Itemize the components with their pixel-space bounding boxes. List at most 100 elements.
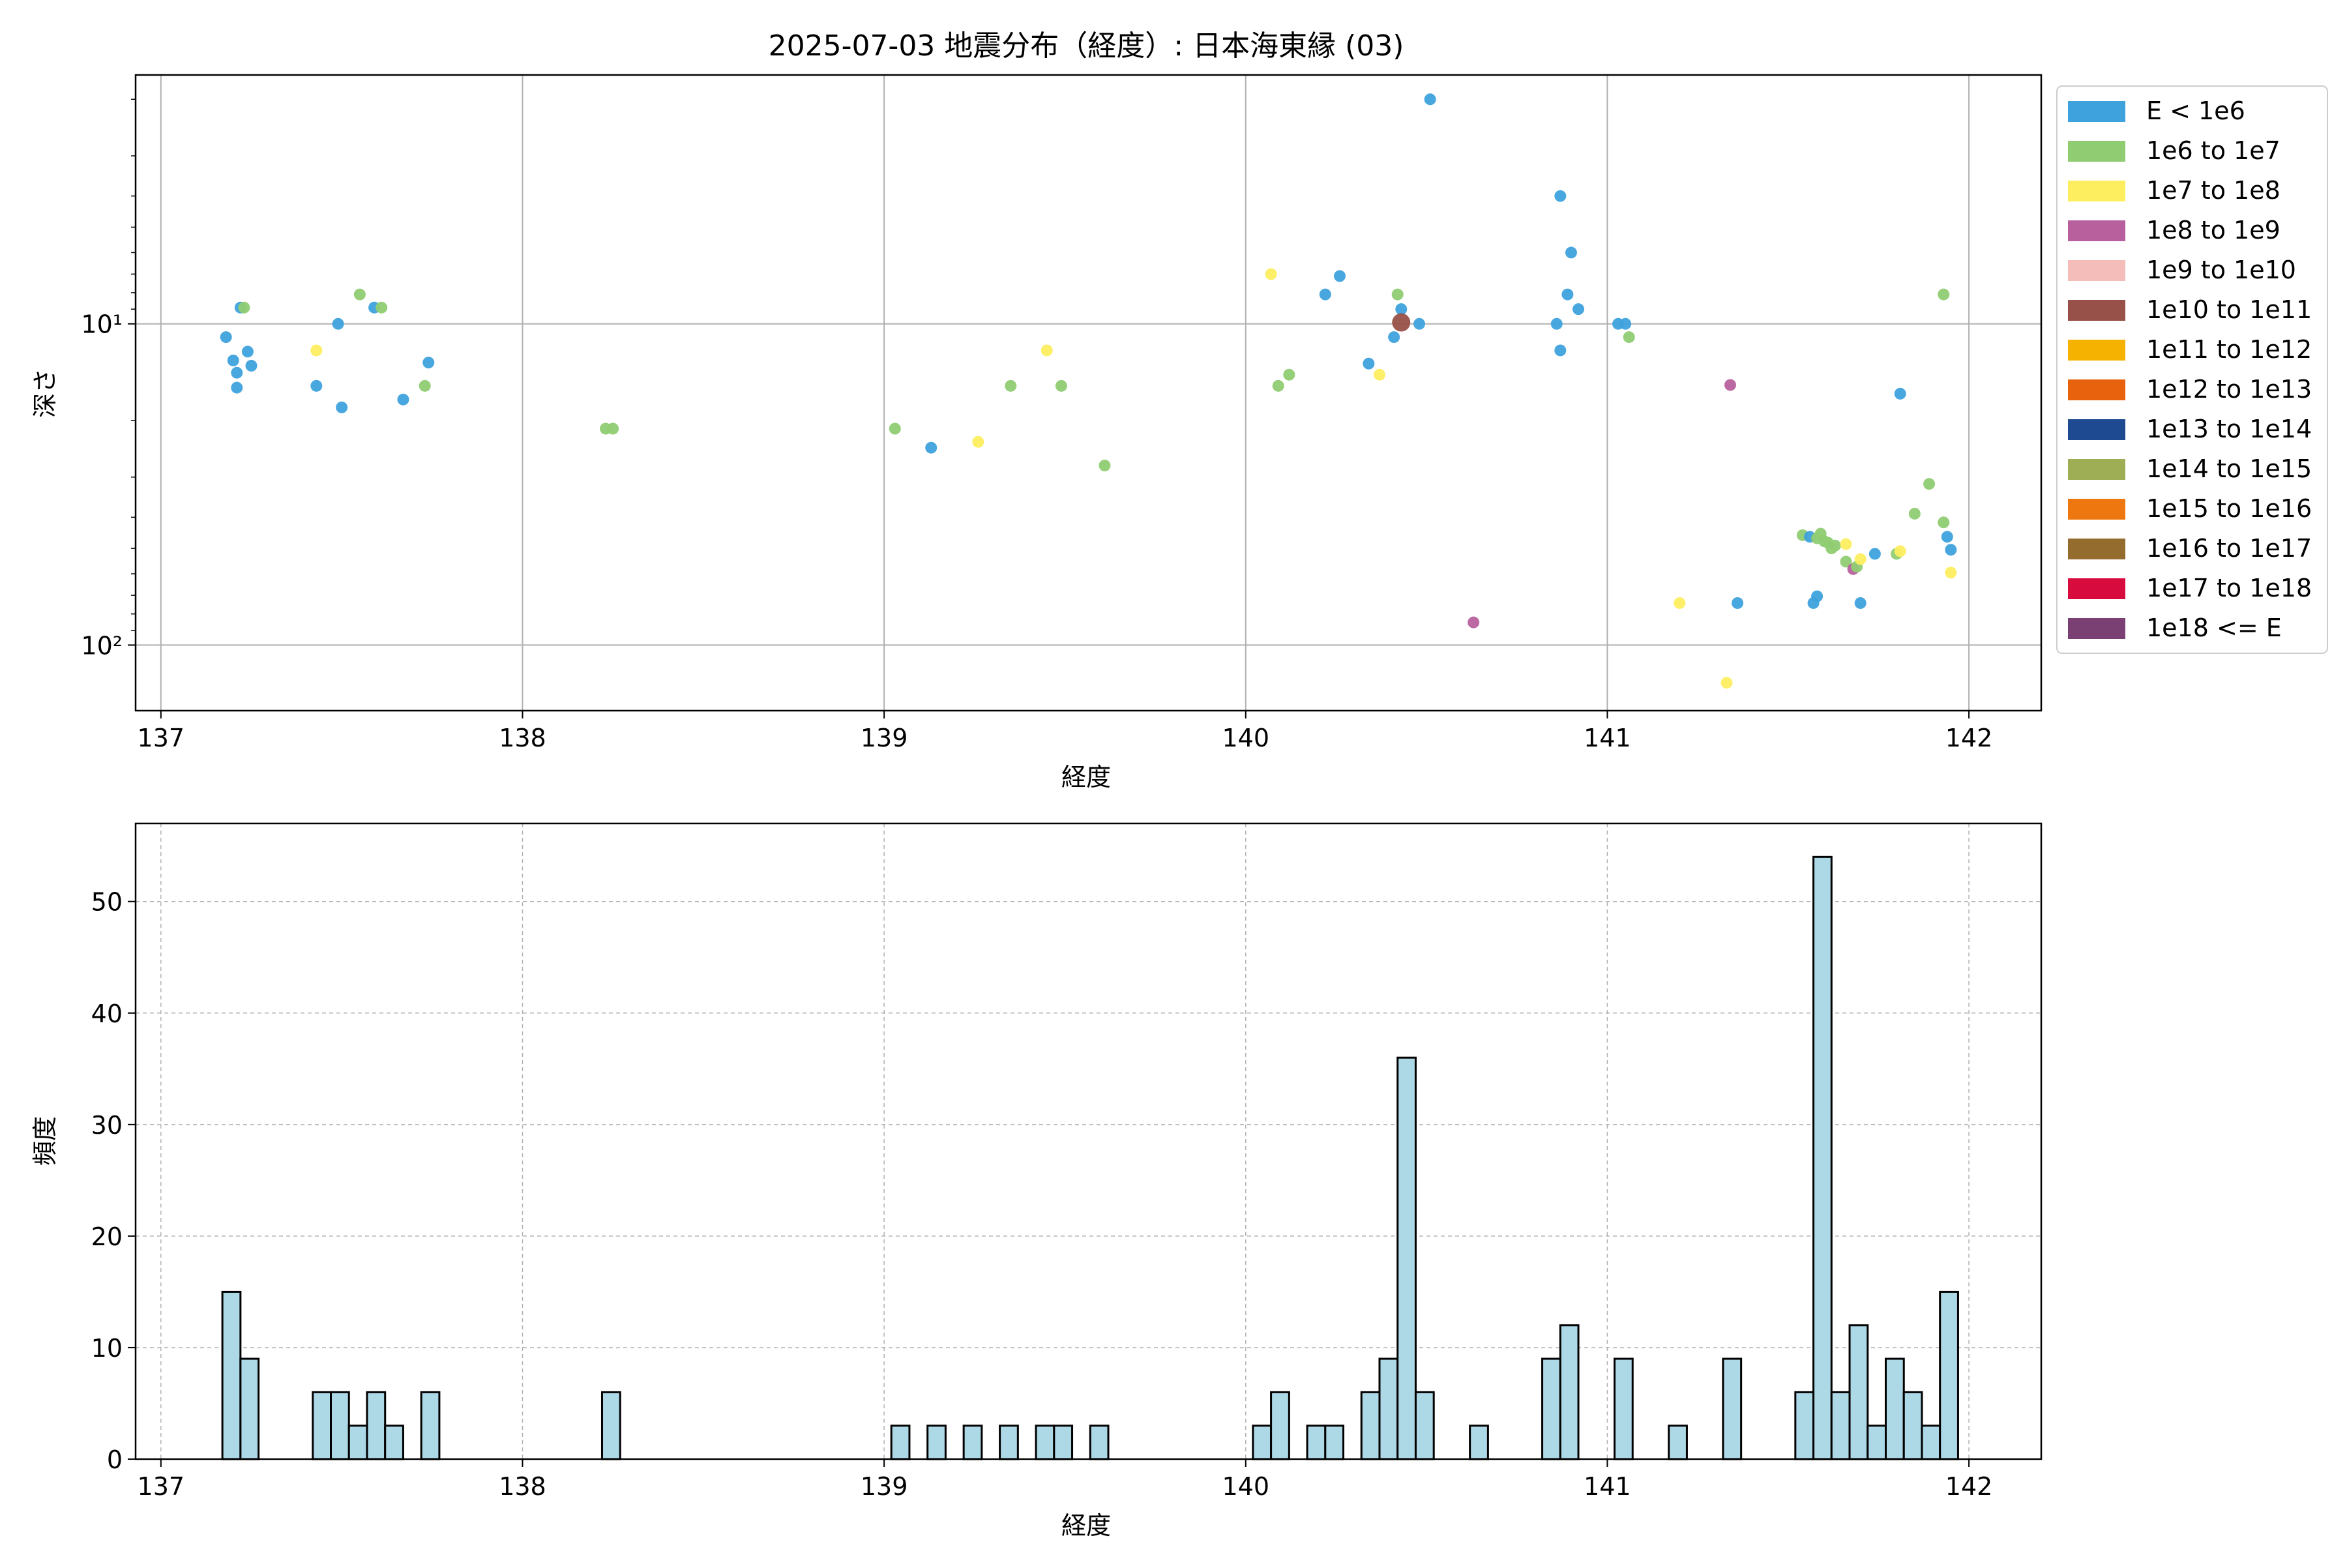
- histogram-bar: [1668, 1425, 1688, 1460]
- legend-label: 1e18 <= E: [2146, 614, 2282, 642]
- histogram-x-tick-label: 141: [1584, 1472, 1631, 1501]
- scatter-point: [1894, 545, 1906, 557]
- scatter-point: [1388, 331, 1400, 344]
- scatter-x-ticks: 137 138 139 140 141 142: [138, 711, 1992, 752]
- histogram-bar: [420, 1391, 441, 1460]
- scatter-point: [1554, 190, 1567, 202]
- scatter-point: [422, 357, 435, 369]
- legend-swatch: [2068, 260, 2125, 281]
- histogram-y-tick-label: 40: [91, 999, 123, 1028]
- histogram-bar: [1053, 1425, 1074, 1460]
- legend-label: 1e15 to 1e16: [2146, 494, 2312, 523]
- scatter-point: [1572, 303, 1585, 316]
- scatter-point: [231, 366, 243, 379]
- histogram-x-tick-label: 137: [138, 1472, 185, 1501]
- legend-frame: [2056, 85, 2328, 654]
- histogram-bar: [1306, 1425, 1327, 1460]
- scatter-x-axis-label: 経度: [1061, 763, 1111, 791]
- scatter-point: [1373, 368, 1385, 381]
- scatter-point: [1363, 357, 1375, 370]
- scatter-point: [397, 393, 409, 406]
- scatter-point: [1908, 507, 1921, 520]
- scatter-point: [231, 381, 243, 394]
- scatter-point: [1945, 567, 1957, 579]
- scatter-point: [1938, 288, 1950, 301]
- histogram-x-ticks: 137 138 139 140 141 142: [138, 1459, 1993, 1501]
- scatter-point: [1272, 379, 1284, 392]
- histogram-y-ticks: 0 10 20 30 40 50: [91, 888, 136, 1474]
- scatter-point: [1945, 544, 1957, 556]
- histogram-bar: [366, 1391, 387, 1460]
- scatter-point: [1941, 531, 1953, 543]
- histogram-bar: [221, 1290, 242, 1460]
- histogram-bar: [1848, 1324, 1869, 1460]
- histogram-bar: [1089, 1425, 1110, 1460]
- legend-swatch: [2068, 419, 2125, 440]
- legend-swatch: [2068, 220, 2125, 241]
- histogram-bar: [890, 1425, 911, 1460]
- scatter-point: [310, 344, 323, 357]
- histogram-bar: [330, 1391, 350, 1460]
- scatter-point: [1938, 516, 1950, 529]
- scatter-point: [376, 301, 388, 314]
- legend-swatch: [2068, 459, 2125, 480]
- histogram-bar: [1722, 1357, 1743, 1460]
- scatter-y-ticks: 10¹ 10²: [81, 98, 136, 660]
- scatter-point: [1724, 379, 1737, 391]
- histogram-bar: [1614, 1357, 1634, 1460]
- scatter-point: [1868, 548, 1881, 560]
- scatter-point: [1099, 459, 1111, 471]
- legend-swatch: [2068, 340, 2125, 361]
- legend-label: 1e10 to 1e11: [2146, 295, 2312, 324]
- scatter-point: [220, 331, 232, 344]
- scatter-point: [1391, 288, 1404, 301]
- scatter-point: [1413, 318, 1426, 330]
- histogram-grid: [136, 823, 2041, 1460]
- histogram-bar: [1360, 1391, 1381, 1460]
- scatter-y-tick-label: 10¹: [81, 310, 123, 339]
- scatter-point: [1829, 539, 1841, 552]
- scatter-point: [353, 288, 366, 301]
- scatter-point: [1055, 379, 1067, 392]
- legend-swatch: [2068, 578, 2125, 599]
- scatter-point: [607, 422, 619, 435]
- histogram-x-tick-label: 142: [1945, 1472, 1993, 1501]
- histogram-bar: [1812, 855, 1833, 1460]
- scatter-point: [1619, 318, 1632, 330]
- legend-label: E < 1e6: [2146, 96, 2245, 125]
- legend: E < 1e6 1e6 to 1e7 1e7 to 1e8 1e8 to 1e9 1e9…: [2056, 85, 2328, 654]
- scatter-point: [1840, 538, 1852, 550]
- histogram-bar: [1541, 1357, 1561, 1460]
- scatter-point: [310, 379, 323, 392]
- histogram-bar: [1902, 1391, 1923, 1460]
- scatter-x-tick-label: 137: [138, 724, 185, 752]
- histogram-bar: [347, 1425, 368, 1460]
- scatter-point: [1333, 270, 1346, 282]
- histogram-bar: [600, 1391, 621, 1460]
- histogram-plot-frame: [134, 822, 2043, 1460]
- scatter-point: [1623, 331, 1635, 344]
- scatter-point: [1840, 555, 1852, 568]
- histogram-bars: [221, 855, 1959, 1460]
- legend-swatch: [2068, 141, 2125, 162]
- histogram-bar: [962, 1425, 983, 1460]
- scatter-point: [1424, 93, 1436, 106]
- scatter-point: [1561, 288, 1574, 301]
- legend-label: 1e13 to 1e14: [2146, 415, 2312, 443]
- scatter-point: [1283, 368, 1295, 381]
- histogram-bar: [1252, 1425, 1273, 1460]
- scatter-point: [1923, 478, 1936, 490]
- histogram-y-tick-label: 10: [91, 1334, 123, 1363]
- histogram-x-tick-label: 140: [1222, 1472, 1270, 1501]
- histogram-y-tick-label: 20: [91, 1222, 123, 1251]
- scatter-plot-frame: [134, 74, 2043, 712]
- scatter-grid: [136, 75, 2041, 711]
- histogram-bar: [384, 1425, 404, 1460]
- histogram-bar: [1885, 1357, 1905, 1460]
- histogram-bar: [1378, 1357, 1399, 1460]
- scatter-point: [1894, 387, 1906, 400]
- legend-swatch: [2068, 181, 2125, 201]
- scatter-point: [419, 379, 431, 392]
